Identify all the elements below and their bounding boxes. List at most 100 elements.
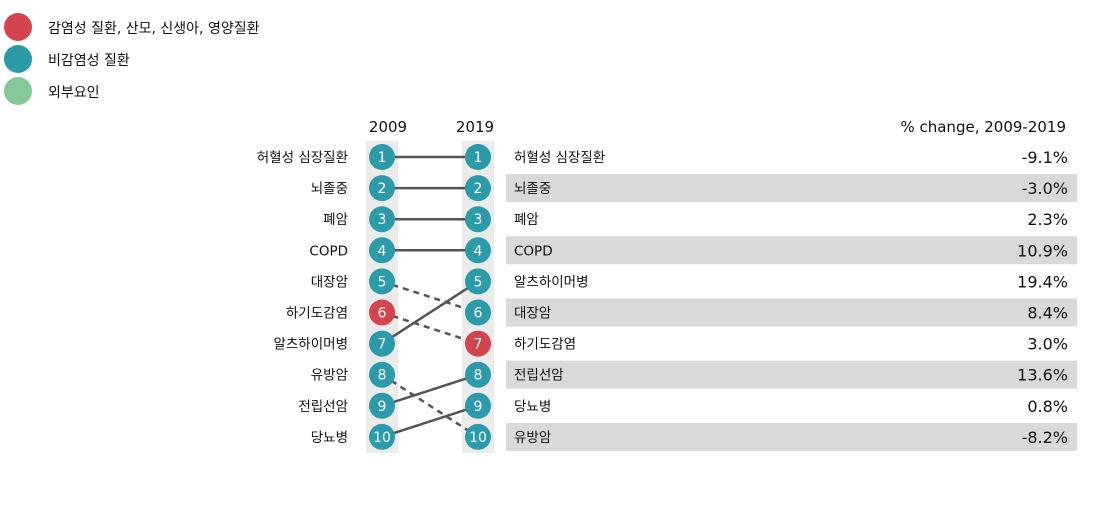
- marker-2009-9-circle: [369, 392, 395, 419]
- marker-2019-5: 5: [465, 268, 491, 295]
- connector-7: [381, 280, 479, 345]
- marker-2019-3: 3: [465, 206, 491, 233]
- marker-2019-8-circle: [465, 361, 491, 388]
- change-value-3: 2.3%: [1027, 210, 1068, 229]
- marker-2009-8: 8: [369, 361, 395, 388]
- marker-2019-4-circle: [465, 237, 491, 264]
- label-2019-2: 뇌졸중: [514, 181, 551, 197]
- marker-2019-8: 8: [465, 361, 491, 388]
- rank-markers: 1 1 2 2 3 3 4 4 5 6 6 7 7 5 8 10 9 8 10 9: [369, 144, 491, 450]
- label-2009-4: COPD: [309, 243, 348, 259]
- year-2019-header: 2019: [456, 118, 494, 136]
- row-labels: 허혈성 심장질환 허혈성 심장질환 -9.1% 뇌졸중 뇌졸중 -3.0% 폐암 폐암 2.3%…: [257, 148, 1068, 447]
- marker-2009-1-number: 1: [378, 150, 387, 166]
- legend-dot-external: [4, 77, 32, 105]
- marker-2009-8-circle: [369, 361, 395, 388]
- marker-2019-8-number: 8: [474, 368, 483, 384]
- marker-2009-5-number: 5: [378, 274, 387, 290]
- marker-2009-9-number: 9: [378, 399, 387, 415]
- marker-2019-1-number: 1: [474, 150, 483, 166]
- marker-2009-1: 1: [369, 144, 395, 170]
- row-band-6: [506, 298, 1077, 327]
- marker-2019-1-circle: [465, 144, 491, 170]
- label-2009-10: 당뇨병: [311, 430, 348, 446]
- label-2019-5: 알츠하이머병: [514, 274, 589, 290]
- marker-2009-2-circle: [369, 175, 395, 202]
- marker-2009-5: 5: [369, 268, 395, 295]
- marker-2009-7-circle: [369, 330, 395, 357]
- label-2019-9: 당뇨병: [514, 399, 551, 415]
- marker-2019-9: 9: [465, 392, 491, 419]
- marker-2009-6-number: 6: [378, 306, 387, 322]
- marker-2009-10-number: 10: [373, 430, 391, 446]
- label-2019-6: 대장암: [514, 306, 551, 322]
- change-value-8: 13.6%: [1017, 366, 1068, 385]
- connector-9: [381, 373, 479, 407]
- connector-6: [381, 311, 479, 345]
- change-value-7: 3.0%: [1027, 335, 1068, 354]
- marker-2019-5-circle: [465, 268, 491, 295]
- connector-10: [381, 404, 479, 439]
- rank-connectors: [381, 155, 479, 439]
- row-band-4: [506, 236, 1077, 265]
- marker-2009-3-number: 3: [378, 212, 387, 228]
- marker-2019-2-number: 2: [474, 181, 483, 197]
- marker-2009-4-circle: [369, 237, 395, 264]
- label-2019-7: 하기도감염: [514, 337, 576, 353]
- label-2019-8: 전립선암: [514, 368, 564, 384]
- marker-2019-7: 7: [465, 330, 491, 357]
- row-band-2: [506, 174, 1077, 203]
- marker-2019-3-circle: [465, 206, 491, 233]
- legend-dot-infectious: [4, 13, 32, 41]
- marker-2009-9: 9: [369, 392, 395, 419]
- change-value-6: 8.4%: [1027, 304, 1068, 323]
- marker-2019-3-number: 3: [474, 212, 483, 228]
- marker-2009-3-circle: [369, 206, 395, 233]
- marker-2009-6: 6: [369, 299, 395, 326]
- marker-2009-1-circle: [369, 144, 395, 170]
- marker-2019-4: 4: [465, 237, 491, 264]
- change-header: % change, 2009-2019: [900, 118, 1066, 136]
- marker-2009-6-circle: [369, 299, 395, 326]
- change-value-2: -3.0%: [1022, 179, 1068, 198]
- marker-2009-7: 7: [369, 330, 395, 357]
- label-2009-2: 뇌졸중: [311, 181, 348, 197]
- legend-label-infectious: 감염성 질환, 산모, 신생아, 영양질환: [48, 21, 260, 37]
- marker-2009-7-number: 7: [378, 337, 387, 353]
- row-band-8: [506, 360, 1077, 389]
- marker-2019-7-number: 7: [474, 337, 483, 353]
- marker-2009-10-circle: [369, 423, 395, 450]
- marker-2009-10: 10: [369, 423, 395, 450]
- label-2019-10: 유방암: [514, 430, 551, 446]
- legend-label-noncommunicable: 비감염성 질환: [48, 53, 130, 69]
- marker-2009-3: 3: [369, 206, 395, 233]
- marker-2019-6: 6: [465, 299, 491, 326]
- label-2009-1: 허혈성 심장질환: [257, 150, 348, 166]
- year-2009-header: 2009: [369, 118, 407, 136]
- marker-2019-10-number: 10: [469, 430, 487, 446]
- marker-2009-8-number: 8: [378, 368, 387, 384]
- marker-2009-5-circle: [369, 268, 395, 295]
- label-2009-3: 폐암: [323, 212, 348, 228]
- marker-2019-7-circle: [465, 330, 491, 357]
- marker-2019-5-number: 5: [474, 274, 483, 290]
- marker-2019-6-circle: [465, 299, 491, 326]
- connector-8: [381, 373, 479, 438]
- label-2009-8: 유방암: [311, 368, 348, 384]
- legend-dot-noncommunicable: [4, 45, 32, 73]
- change-value-5: 19.4%: [1017, 272, 1068, 291]
- marker-2019-1: 1: [465, 144, 491, 170]
- marker-2019-9-circle: [465, 392, 491, 419]
- marker-2019-9-number: 9: [474, 399, 483, 415]
- change-value-1: -9.1%: [1022, 148, 1068, 167]
- marker-2009-4-number: 4: [378, 243, 387, 259]
- marker-2019-2: 2: [465, 175, 491, 202]
- row-bands: [366, 141, 1077, 453]
- marker-2009-4: 4: [369, 237, 395, 264]
- marker-2009-2-number: 2: [378, 181, 387, 197]
- change-value-10: -8.2%: [1022, 428, 1068, 447]
- change-value-9: 0.8%: [1027, 397, 1068, 416]
- label-2009-7: 알츠하이머병: [273, 337, 348, 353]
- label-2009-9: 전립선암: [298, 399, 348, 415]
